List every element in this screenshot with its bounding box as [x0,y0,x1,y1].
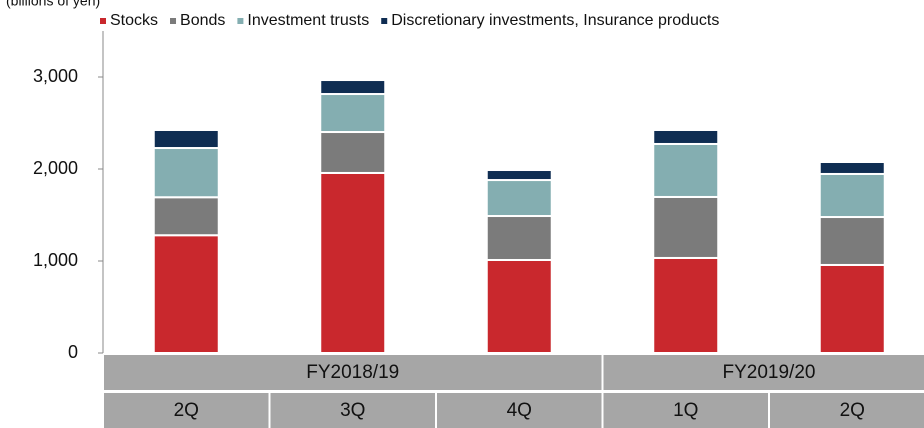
bar-segment [818,263,886,354]
group-cell [104,355,602,390]
bar-segment [485,169,553,182]
x-tick-label: 2Q [840,400,865,421]
bar-segment [319,131,387,174]
y-tick-label: 0 [68,342,78,362]
legend-label: Investment trusts [247,12,369,29]
bar-segment [652,142,720,198]
bar-segment [152,147,220,199]
x-tick-label: 1Q [673,400,698,421]
group-cell [603,355,924,390]
bar-segment [152,234,220,355]
group-label: FY2019/20 [723,362,816,383]
group-label: FY2018/19 [306,362,399,383]
legend-label: Stocks [110,12,158,29]
bar-segment [818,172,886,219]
bar-segment [319,93,387,134]
bar-segment [319,171,387,354]
bar-segment [319,79,387,96]
x-tick-label: 2Q [174,400,199,421]
bar-segment [152,128,220,150]
y-tick-label: 3,000 [33,66,78,86]
bar-segment [652,256,720,354]
legend-swatch [381,18,388,24]
bar-segment [152,196,220,237]
category-cell [770,393,924,428]
bar-segment [652,128,720,145]
bar-segment [818,216,886,266]
y-tick-label: 1,000 [33,250,78,270]
bar-segment [485,258,553,355]
category-cell [603,393,768,428]
bar-segment [485,215,553,261]
bar-segment [818,161,886,175]
legend-swatch [237,18,244,24]
y-tick-label: 2,000 [33,158,78,178]
category-cell [270,393,435,428]
legend-swatch [170,18,177,24]
category-cell [437,393,602,428]
bar-segment [652,195,720,259]
x-tick-label: 3Q [340,400,365,421]
legend-label: Discretionary investments, Insurance pro… [391,12,719,29]
y-axis-label: (billions of yen) [6,0,100,9]
bar-segment [485,179,553,218]
legend-label: Bonds [180,12,225,29]
x-tick-label: 4Q [507,400,532,421]
legend-swatch [100,18,106,24]
category-cell [104,393,269,428]
